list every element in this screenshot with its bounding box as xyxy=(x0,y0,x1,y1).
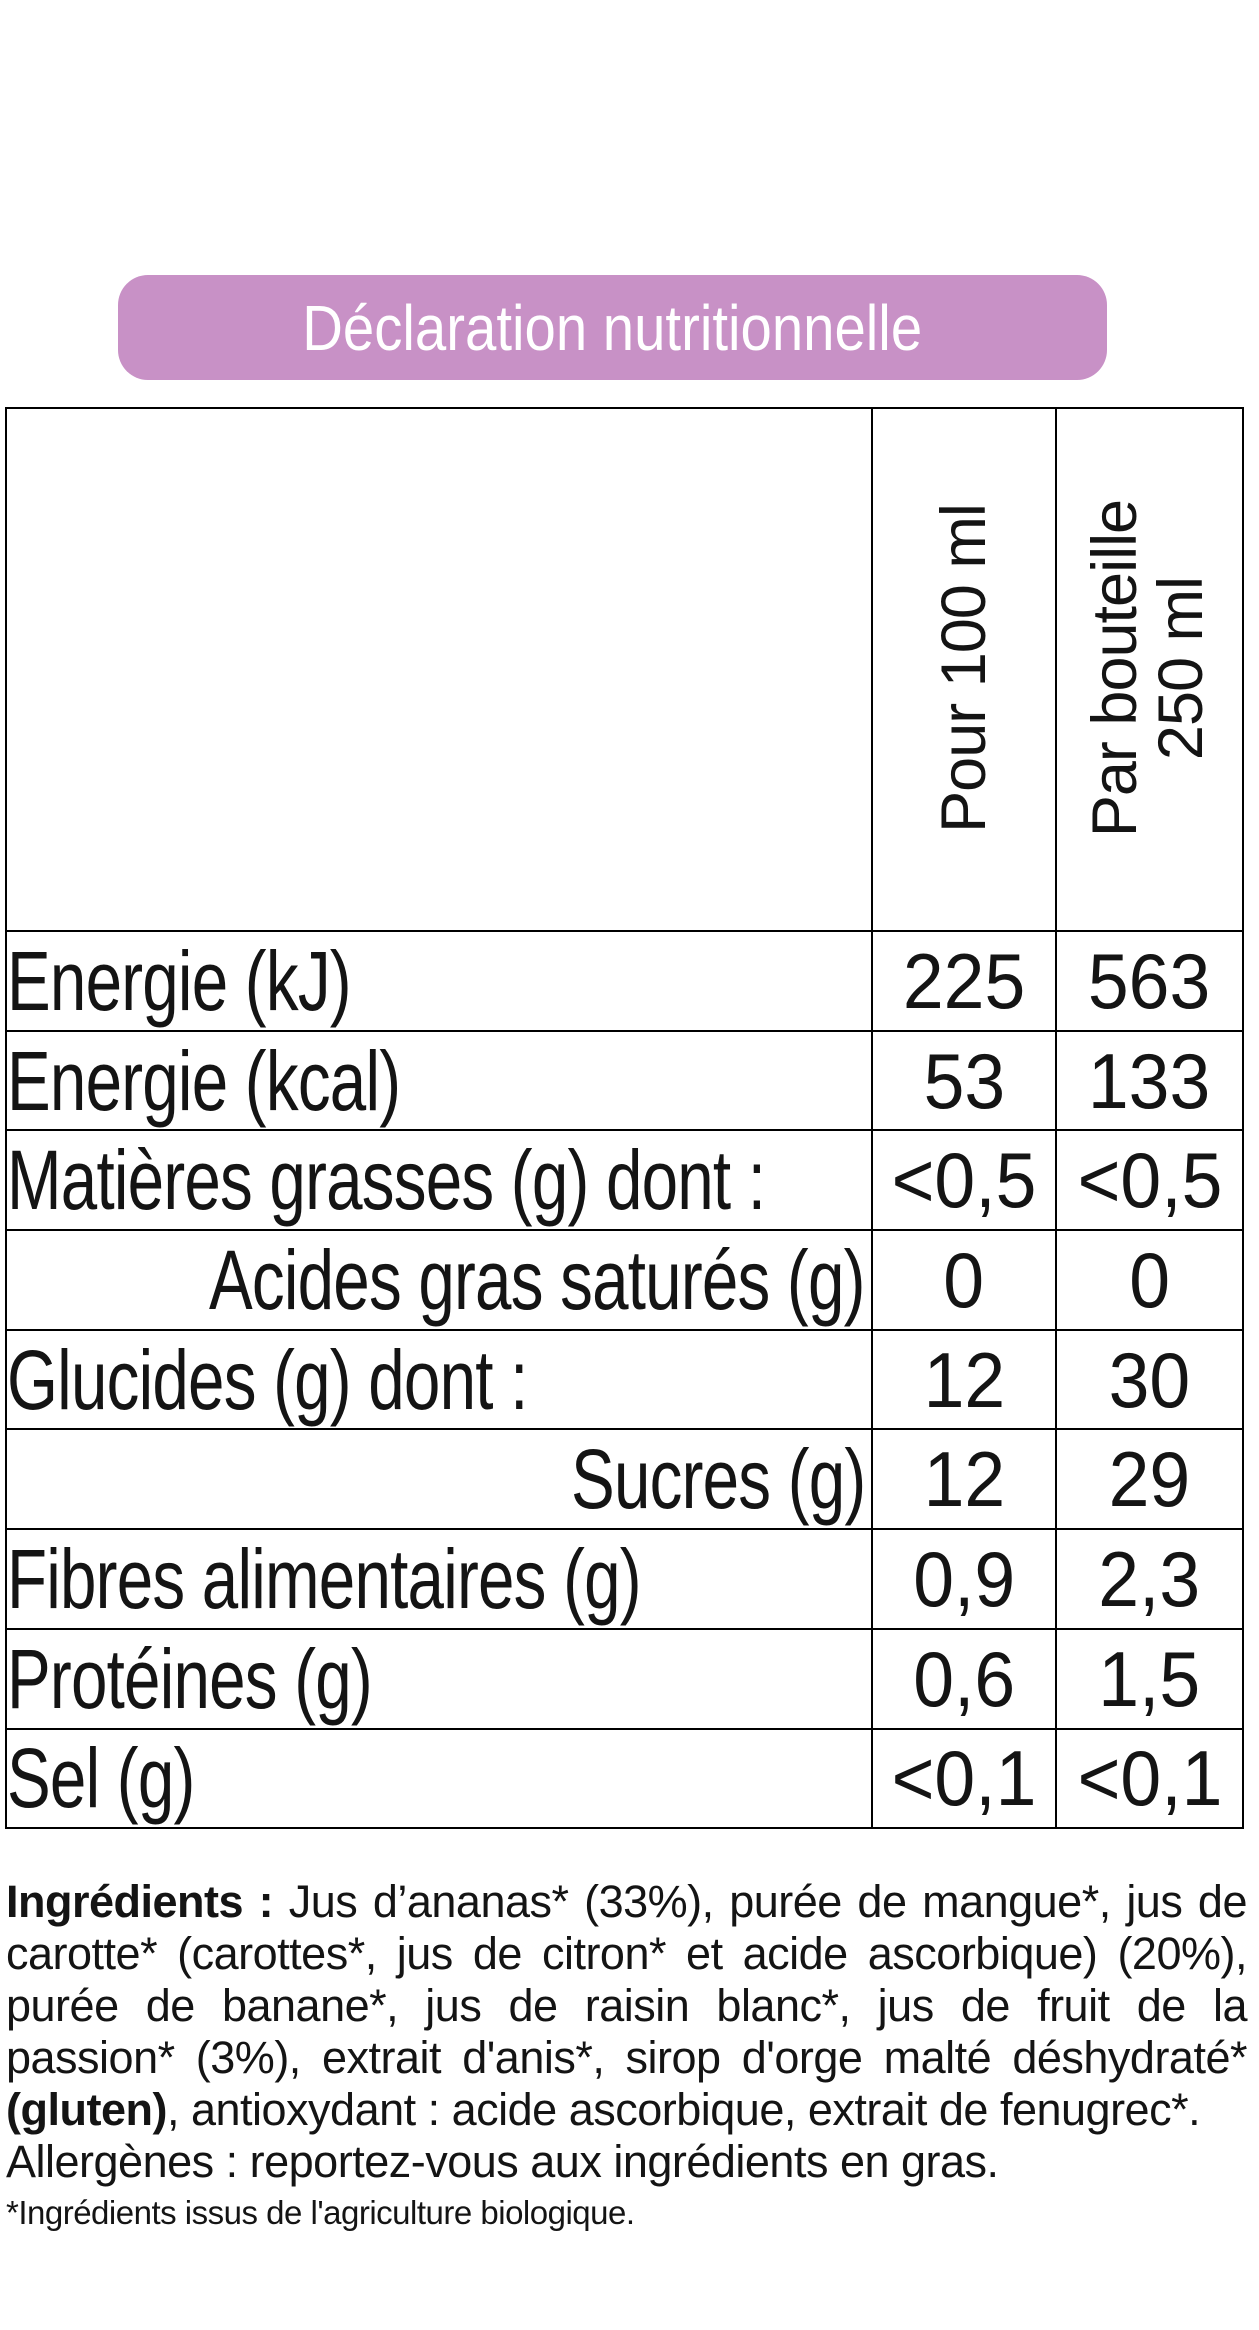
value-per-bottle-cell: 29 xyxy=(1055,1428,1244,1531)
value-per-bottle: 30 xyxy=(1108,1335,1191,1424)
ingredients-text: , antioxydant : acide ascorbique, extrai… xyxy=(166,2084,1201,2135)
value-per-bottle: <0,5 xyxy=(1077,1136,1222,1225)
table-row: Glucides (g) dont : 12 30 xyxy=(5,1328,1244,1431)
nutrient-label: Fibres alimentaires (g) xyxy=(7,1531,642,1626)
value-per-100ml: <0,5 xyxy=(891,1136,1037,1225)
value-per-100ml: 53 xyxy=(923,1036,1005,1125)
value-per-100ml: 12 xyxy=(923,1335,1005,1424)
nutrient-label-cell: Acides gras saturés (g) xyxy=(5,1229,873,1331)
nutrient-label-cell: Glucides (g) dont : xyxy=(5,1328,873,1431)
value-per-100ml-cell: 12 xyxy=(871,1428,1057,1531)
value-per-100ml-cell: 0,9 xyxy=(871,1528,1057,1630)
nutrient-label: Energie (kJ) xyxy=(7,933,352,1028)
value-per-100ml: 0,6 xyxy=(913,1634,1015,1723)
value-per-bottle: 563 xyxy=(1088,936,1211,1025)
value-per-100ml-cell: 0 xyxy=(871,1229,1057,1331)
ingredients-line: Ingrédients : Jus d’ananas* (33%), purée… xyxy=(6,1876,1248,1928)
ingredients-text: Jus d’ananas* (33%), purée de mangue*, j… xyxy=(288,1876,1248,1927)
value-per-bottle: 29 xyxy=(1108,1435,1191,1524)
value-per-100ml: 0,9 xyxy=(913,1534,1015,1623)
value-per-100ml: <0,1 xyxy=(891,1734,1037,1823)
value-per-bottle: <0,1 xyxy=(1077,1734,1222,1823)
ingredients-text: passion* (3%), extrait d'anis*, sirop d'… xyxy=(6,2032,1248,2083)
value-per-bottle-cell: <0,5 xyxy=(1055,1129,1244,1232)
ingredients-bold-text: Ingrédients : xyxy=(6,1876,289,1927)
value-per-bottle-cell: 1,5 xyxy=(1055,1627,1244,1730)
table-row: Matières grasses (g) dont : <0,5 <0,5 xyxy=(5,1129,1244,1232)
value-per-100ml-cell: 53 xyxy=(871,1029,1057,1132)
value-per-100ml-cell: <0,1 xyxy=(871,1727,1057,1830)
nutrient-label-cell: Energie (kcal) xyxy=(5,1029,873,1132)
nutrient-label: Glucides (g) dont : xyxy=(7,1332,528,1427)
value-per-bottle-cell: 133 xyxy=(1055,1029,1244,1132)
page-title: Déclaration nutritionnelle xyxy=(302,291,923,364)
title-badge: Déclaration nutritionnelle xyxy=(118,275,1107,380)
nutrient-label-cell: Energie (kJ) xyxy=(5,930,873,1032)
table-row: Sel (g) <0,1 <0,1 xyxy=(5,1727,1244,1830)
table-header-row: Pour 100 ml Par bouteille 250 ml xyxy=(5,407,1244,932)
table-row: Fibres alimentaires (g) 0,9 2,3 xyxy=(5,1528,1244,1630)
ingredients-paragraph: Ingrédients : Jus d’ananas* (33%), purée… xyxy=(6,1876,1248,2188)
ingredients-line: carotte* (carottes*, jus de citron* et a… xyxy=(6,1928,1248,1980)
header-spacer-cell xyxy=(5,407,873,932)
ingredients-line: passion* (3%), extrait d'anis*, sirop d'… xyxy=(6,2032,1248,2084)
value-per-bottle: 2,3 xyxy=(1098,1534,1201,1623)
nutrition-table: Pour 100 ml Par bouteille 250 ml Energie … xyxy=(5,407,1244,1830)
column-header-text: Par bouteille 250 ml xyxy=(1079,499,1216,838)
ingredients-text: carotte* (carottes*, jus de citron* et a… xyxy=(6,1928,1248,1979)
value-per-bottle: 0 xyxy=(1129,1235,1170,1324)
organic-footnote: *Ingrédients issus de l'agriculture biol… xyxy=(6,2194,635,2231)
value-per-100ml-cell: 12 xyxy=(871,1328,1057,1431)
table-row: Energie (kcal) 53 133 xyxy=(5,1029,1244,1132)
table-row: Protéines (g) 0,6 1,5 xyxy=(5,1627,1244,1730)
ingredients-bold-text: (gluten) xyxy=(6,2084,167,2135)
value-per-bottle-cell: 30 xyxy=(1055,1328,1244,1431)
rotated-header-wrap: Par bouteille 250 ml xyxy=(1058,410,1238,928)
ingredients-text: Allergènes : reportez-vous aux ingrédien… xyxy=(6,2136,999,2187)
value-per-bottle-cell: 0 xyxy=(1055,1229,1244,1331)
ingredients-text: purée de banane*, jus de raisin blanc*, … xyxy=(6,1980,1248,2031)
column-header-text: Pour 100 ml xyxy=(928,504,999,833)
nutrient-label: Sel (g) xyxy=(7,1731,195,1826)
value-per-100ml-cell: <0,5 xyxy=(871,1129,1057,1232)
ingredients-line: Allergènes : reportez-vous aux ingrédien… xyxy=(6,2136,1247,2188)
nutrient-label: Protéines (g) xyxy=(7,1631,373,1726)
ingredients-block: Ingrédients : Jus d’ananas* (33%), purée… xyxy=(6,1876,1248,2236)
nutrient-label: Acides gras saturés (g) xyxy=(209,1232,866,1327)
value-per-bottle-cell: 563 xyxy=(1055,930,1244,1032)
rotated-header-wrap: Pour 100 ml xyxy=(874,410,1054,928)
value-per-bottle-cell: 2,3 xyxy=(1055,1528,1244,1630)
nutrient-label: Energie (kcal) xyxy=(7,1033,401,1128)
value-per-bottle: 1,5 xyxy=(1098,1634,1201,1723)
value-per-bottle: 133 xyxy=(1088,1036,1211,1125)
nutrient-label: Sucres (g) xyxy=(570,1432,866,1527)
value-per-100ml-cell: 225 xyxy=(871,930,1057,1032)
value-per-100ml-cell: 0,6 xyxy=(871,1627,1057,1730)
value-per-100ml: 12 xyxy=(923,1435,1005,1524)
value-per-bottle-cell: <0,1 xyxy=(1055,1727,1244,1830)
table-row: Energie (kJ) 225 563 xyxy=(5,930,1244,1032)
table-row: Acides gras saturés (g) 0 0 xyxy=(5,1229,1244,1331)
nutrient-label-cell: Protéines (g) xyxy=(5,1627,873,1730)
nutrient-label: Matières grasses (g) dont : xyxy=(7,1133,766,1228)
column-header-1: Pour 100 ml xyxy=(871,407,1057,932)
nutrient-label-cell: Fibres alimentaires (g) xyxy=(5,1528,873,1630)
value-per-100ml: 0 xyxy=(943,1235,985,1324)
ingredients-line: (gluten), antioxydant : acide ascorbique… xyxy=(6,2084,1247,2136)
value-per-100ml: 225 xyxy=(902,936,1026,1025)
nutrient-label-cell: Sucres (g) xyxy=(5,1428,873,1531)
nutrient-label-cell: Sel (g) xyxy=(5,1727,873,1830)
nutrient-label-cell: Matières grasses (g) dont : xyxy=(5,1129,873,1232)
ingredients-line: purée de banane*, jus de raisin blanc*, … xyxy=(6,1980,1248,2032)
column-header-2: Par bouteille 250 ml xyxy=(1055,407,1244,932)
table-row: Sucres (g) 12 29 xyxy=(5,1428,1244,1531)
